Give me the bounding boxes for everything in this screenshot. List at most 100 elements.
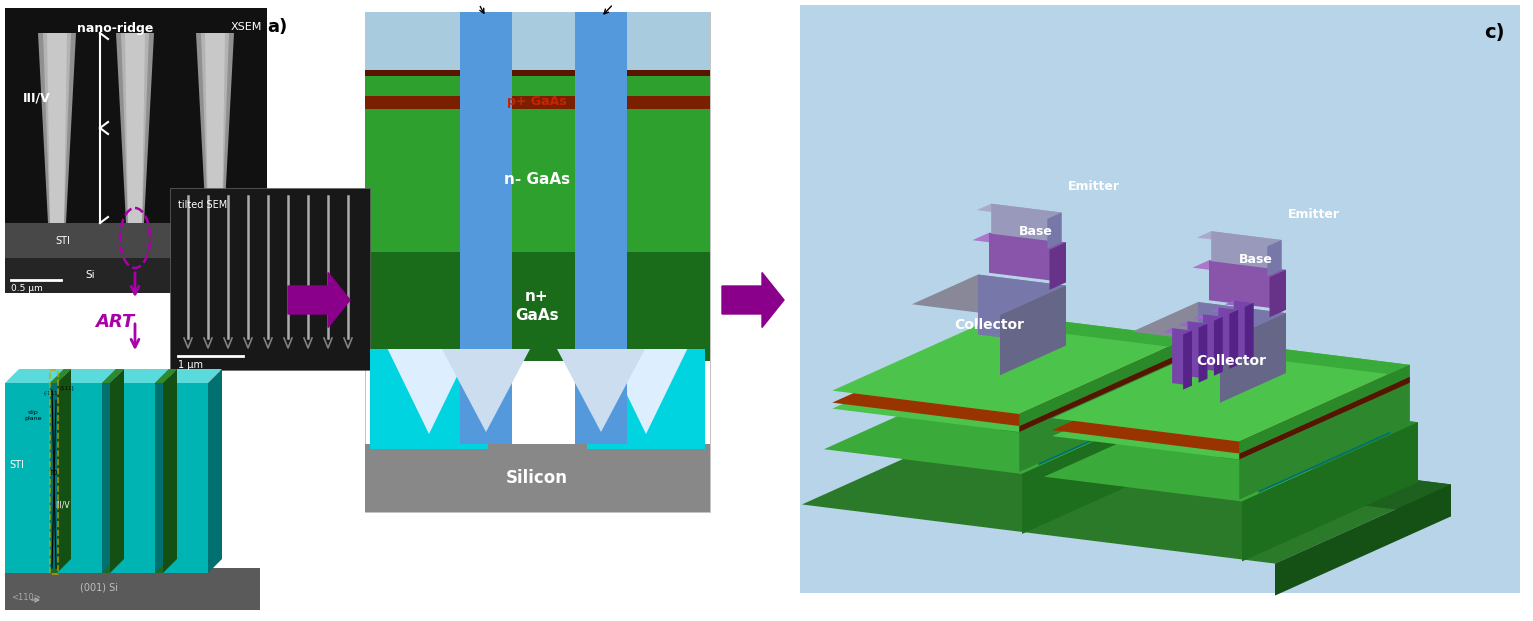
Polygon shape (388, 349, 471, 434)
Bar (170, 188, 369, 370)
Text: c): c) (1484, 23, 1505, 42)
Text: Silicon: Silicon (506, 469, 569, 487)
Bar (460, 12, 512, 349)
Bar (5, 258, 267, 293)
Polygon shape (208, 369, 222, 573)
Polygon shape (1234, 301, 1254, 358)
Text: (001) Si: (001) Si (80, 583, 118, 593)
Text: III/V: III/V (55, 501, 69, 509)
Polygon shape (1047, 212, 1061, 249)
Polygon shape (1194, 314, 1223, 320)
Polygon shape (604, 349, 687, 434)
Polygon shape (196, 33, 235, 223)
Polygon shape (1131, 302, 1286, 343)
Polygon shape (155, 369, 169, 573)
Polygon shape (832, 326, 1190, 426)
Polygon shape (1203, 314, 1223, 372)
Polygon shape (1000, 286, 1065, 375)
Text: 1 μm: 1 μm (178, 360, 202, 370)
Bar (365, 444, 710, 512)
Text: STI: STI (55, 236, 71, 246)
Polygon shape (1223, 360, 1410, 423)
Polygon shape (1003, 314, 1190, 349)
Bar (365, 12, 710, 96)
Text: n+ GaAs: n+ GaAs (586, 0, 641, 2)
Polygon shape (1239, 365, 1410, 453)
Polygon shape (1038, 371, 1171, 465)
Bar (51, 383, 57, 573)
Polygon shape (1183, 330, 1193, 389)
Bar (365, 70, 710, 76)
Bar (5, 383, 51, 573)
Polygon shape (162, 369, 222, 383)
Polygon shape (110, 369, 169, 383)
Polygon shape (1173, 328, 1193, 386)
Polygon shape (556, 349, 645, 432)
Polygon shape (51, 369, 71, 383)
Polygon shape (121, 33, 149, 223)
Polygon shape (912, 274, 1065, 315)
Text: (111): (111) (58, 386, 74, 391)
Polygon shape (1188, 321, 1208, 379)
Polygon shape (1197, 231, 1282, 247)
Polygon shape (442, 349, 530, 432)
Polygon shape (57, 369, 71, 573)
Bar (162, 383, 208, 573)
Polygon shape (110, 369, 124, 573)
Polygon shape (978, 274, 1065, 345)
Polygon shape (5, 369, 64, 383)
Bar (460, 12, 512, 444)
Polygon shape (977, 204, 1061, 219)
Polygon shape (1052, 353, 1410, 453)
Polygon shape (832, 314, 1190, 414)
Text: Emitter: Emitter (1288, 207, 1340, 220)
Polygon shape (1197, 374, 1390, 433)
Polygon shape (201, 33, 228, 223)
Text: a): a) (267, 18, 287, 36)
Text: <110>: <110> (11, 593, 41, 602)
Polygon shape (1199, 324, 1208, 383)
Polygon shape (1214, 317, 1223, 376)
Bar (5, 223, 267, 258)
Polygon shape (1242, 422, 1418, 561)
Polygon shape (1223, 353, 1410, 383)
Polygon shape (1179, 321, 1208, 328)
Polygon shape (1164, 328, 1193, 335)
Bar (57, 383, 103, 573)
Polygon shape (1259, 399, 1390, 493)
Polygon shape (989, 233, 1065, 283)
Bar (103, 383, 110, 573)
Polygon shape (1193, 260, 1286, 278)
FancyArrow shape (722, 273, 783, 327)
Text: Si: Si (84, 270, 95, 280)
Polygon shape (1065, 374, 1390, 458)
Polygon shape (103, 369, 124, 383)
Polygon shape (825, 370, 1197, 474)
Polygon shape (1019, 355, 1190, 472)
Bar (110, 383, 155, 573)
Polygon shape (1023, 395, 1197, 534)
Text: Base: Base (1019, 225, 1053, 238)
Text: tilted SEM: tilted SEM (178, 200, 227, 210)
Bar (587, 349, 705, 449)
Polygon shape (1210, 307, 1239, 314)
Polygon shape (1220, 313, 1286, 403)
Polygon shape (1000, 370, 1197, 455)
Text: Collector: Collector (1196, 355, 1266, 368)
Polygon shape (1245, 303, 1254, 362)
Polygon shape (1003, 326, 1190, 355)
Polygon shape (1225, 301, 1254, 307)
Text: 0.5 μm: 0.5 μm (11, 284, 43, 293)
Polygon shape (978, 347, 1171, 406)
Polygon shape (1019, 349, 1190, 432)
Polygon shape (1229, 310, 1239, 369)
Bar (369, 349, 487, 449)
Polygon shape (162, 369, 176, 573)
FancyArrow shape (288, 273, 350, 327)
Polygon shape (51, 369, 64, 573)
Text: nano-ridge: nano-ridge (77, 22, 153, 35)
Bar (365, 12, 710, 512)
Polygon shape (1050, 242, 1065, 290)
Polygon shape (117, 33, 153, 223)
Polygon shape (155, 369, 176, 383)
